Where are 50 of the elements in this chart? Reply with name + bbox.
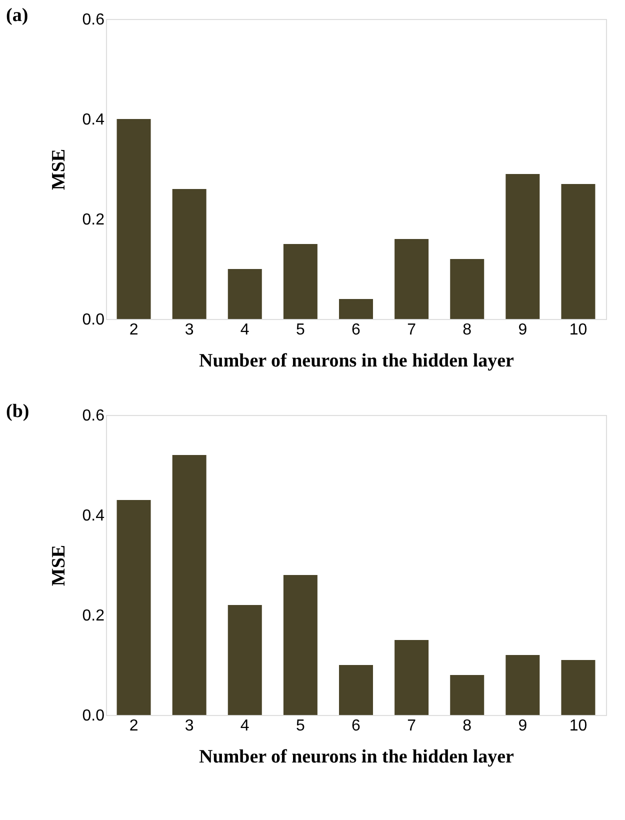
x-tick-label: 9 — [518, 322, 528, 338]
x-tick-label: 2 — [129, 718, 138, 734]
y-tick-label: 0.0 — [82, 312, 105, 328]
x-tick-label: 7 — [407, 718, 416, 734]
bar — [339, 665, 373, 715]
y-axis-title: MSE — [48, 148, 70, 190]
bar — [394, 640, 429, 715]
bar — [506, 655, 540, 715]
y-tick-label: 0.6 — [82, 408, 105, 424]
x-tick-label: 3 — [184, 322, 194, 338]
x-tick-label: 4 — [240, 322, 250, 338]
x-tick-label: 10 — [569, 322, 588, 338]
x-tick-label: 8 — [462, 322, 472, 338]
chart-title: (a) — [6, 5, 28, 26]
bar — [561, 660, 596, 715]
x-tick-label: 5 — [296, 718, 305, 734]
y-tick-label: 0.4 — [82, 508, 105, 524]
bar — [450, 259, 484, 319]
y-tick-label: 0.2 — [82, 608, 105, 624]
bar — [394, 239, 429, 319]
y-tick-label: 0.6 — [82, 12, 105, 28]
x-tick-label: 7 — [407, 322, 416, 338]
bar — [450, 675, 484, 715]
x-tick-label: 4 — [240, 718, 250, 734]
bar — [172, 455, 206, 715]
chart-title: (b) — [6, 401, 30, 422]
bar — [339, 299, 373, 319]
bar — [228, 269, 262, 319]
bar — [116, 119, 151, 319]
y-tick-label: 0.4 — [82, 112, 105, 128]
y-tick-label: 0.0 — [82, 708, 105, 724]
y-tick-label: 0.2 — [82, 212, 105, 228]
x-tick-label: 6 — [352, 322, 361, 338]
x-axis-title: Number of neurons in the hidden layer — [199, 746, 515, 768]
x-tick-label: 5 — [296, 322, 305, 338]
bar — [506, 174, 540, 319]
bar — [283, 244, 318, 319]
bar — [172, 189, 206, 319]
x-tick-label: 9 — [518, 718, 528, 734]
bar — [116, 500, 151, 715]
x-tick-label: 3 — [184, 718, 194, 734]
x-tick-label: 2 — [129, 322, 138, 338]
x-tick-label: 6 — [352, 718, 361, 734]
x-axis-title: Number of neurons in the hidden layer — [199, 350, 515, 372]
bar — [283, 575, 318, 715]
bar — [561, 184, 596, 319]
y-axis-title: MSE — [48, 544, 70, 586]
x-tick-label: 8 — [462, 718, 472, 734]
x-tick-label: 10 — [569, 718, 588, 734]
bar — [228, 605, 262, 715]
